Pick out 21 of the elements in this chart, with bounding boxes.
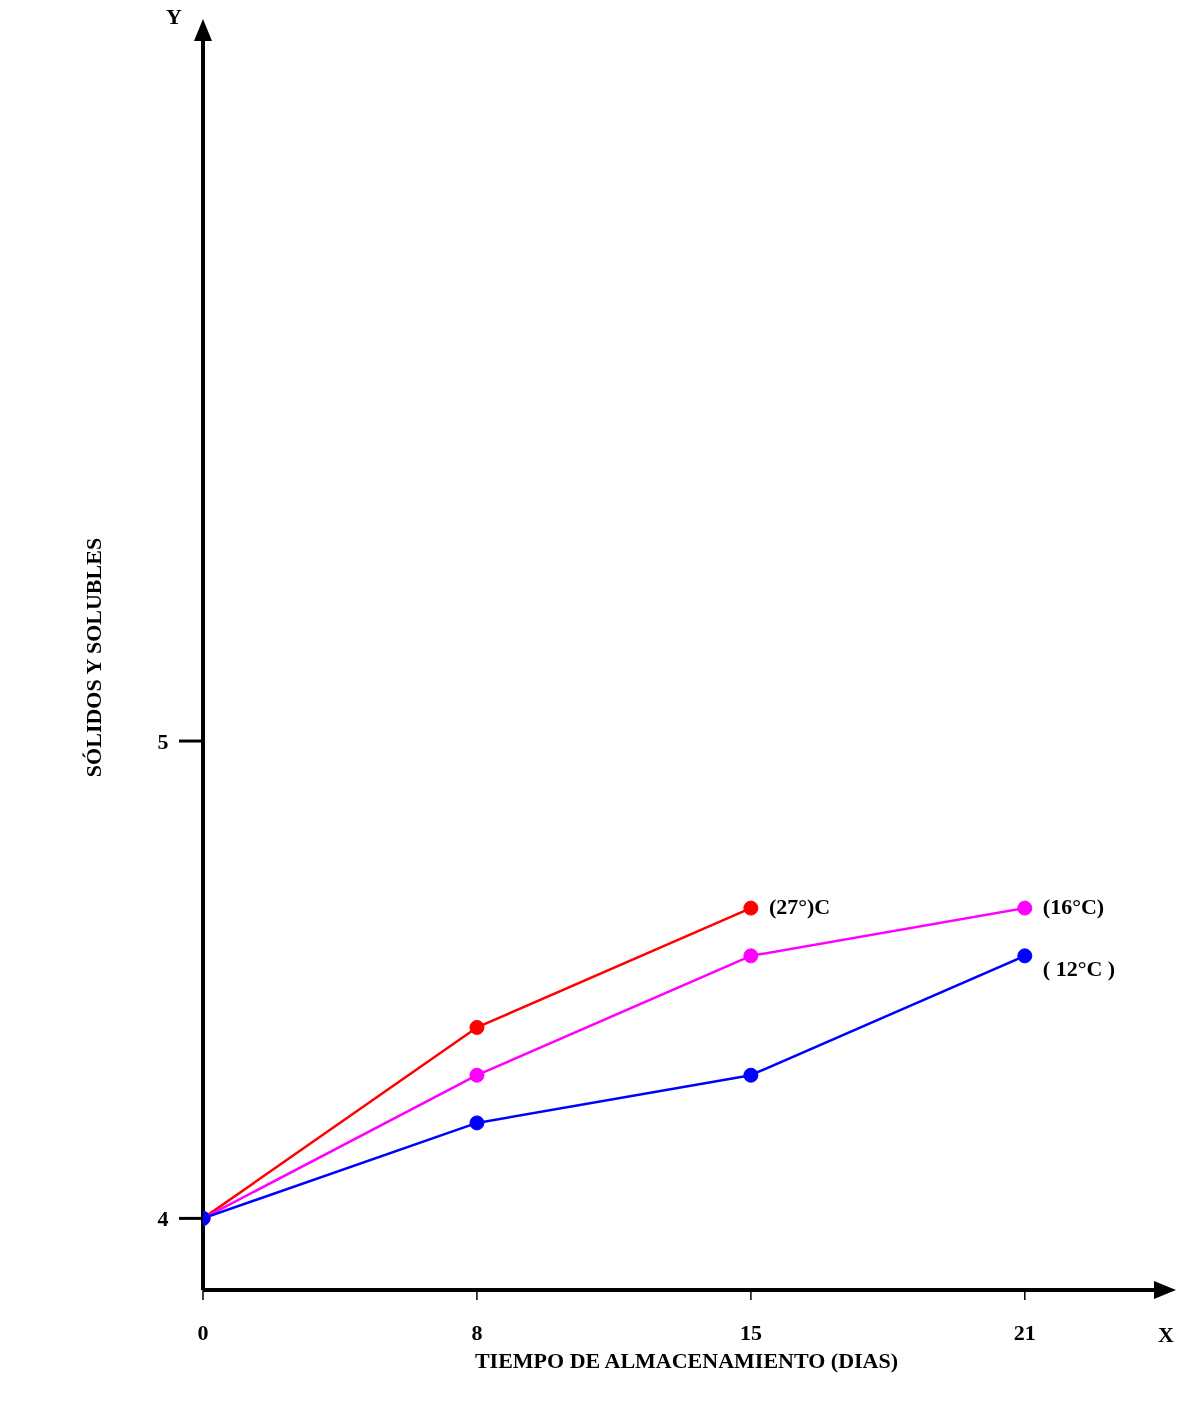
x-tick-label: 8 — [471, 1319, 483, 1345]
series-label: ( 12°C ) — [1042, 955, 1116, 981]
series-label: (16°C) — [1042, 894, 1105, 920]
y-tick-label: 4 — [157, 1206, 169, 1232]
series-label: (27°)C — [768, 894, 831, 920]
point — [469, 1019, 485, 1035]
text: X — [1158, 1322, 1175, 1347]
y-axis-title: SÓLIDOS Y SOLUBLES — [80, 537, 106, 778]
point — [743, 900, 759, 916]
point — [469, 1067, 485, 1083]
x-axis-title: TIEMPO DE ALMACENAMIENTO (DIAS) — [474, 1348, 899, 1373]
x-tick-label: 21 — [1013, 1319, 1036, 1345]
x-tick-label: 15 — [739, 1319, 762, 1345]
point — [743, 948, 759, 964]
point — [469, 1115, 485, 1131]
point — [1017, 948, 1033, 964]
point — [743, 1067, 759, 1083]
y-tick-label: 5 — [157, 728, 169, 754]
point — [1017, 900, 1033, 916]
text: Y — [166, 4, 183, 29]
x-tick-label: 0 — [197, 1319, 209, 1345]
